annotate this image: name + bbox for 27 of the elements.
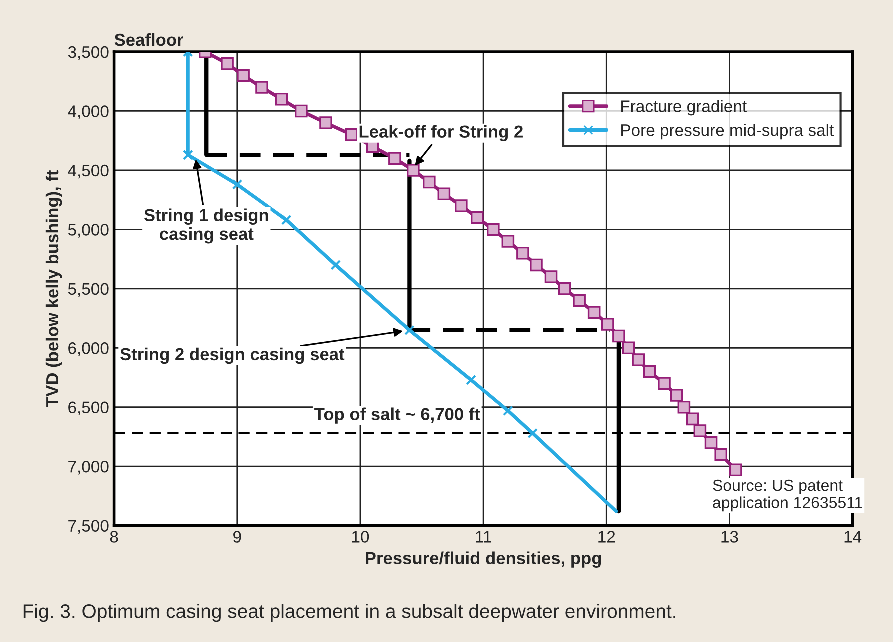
text: Seafloor — [114, 33, 184, 46]
y-axis-title: TVD (below kelly bushing), ft — [46, 170, 62, 408]
y-tick-label: 4,500 — [68, 164, 109, 179]
annotation: String 1 design casing seat — [144, 208, 268, 244]
x-tick-label: 10 — [352, 531, 370, 543]
x-axis-title: Pressure/fluid densities, ppg — [366, 552, 602, 568]
ref-line-label: Top of salt ~ 6,700 ft — [314, 408, 480, 424]
x-tick-label: 8 — [110, 531, 118, 543]
y-tick-label: 5,500 — [68, 283, 109, 298]
annotation: String 2 design casing seat — [120, 348, 345, 364]
x-tick-label: 13 — [722, 531, 738, 543]
x-tick-label: 11 — [476, 531, 492, 543]
text: Fig. 3. Optimum casing seat placement in a subsalt deepwater environment. — [24, 604, 676, 622]
y-tick-label: 7,500 — [68, 520, 109, 534]
y-tick-label: 3,500 — [68, 46, 109, 60]
x-tick-label: 14 — [844, 531, 862, 543]
y-tick-label: 5,000 — [68, 224, 109, 238]
x-tick-label: 9 — [234, 531, 242, 543]
annotation: Leak-off for String 2 — [360, 125, 523, 142]
legend-label: Fracture gradient — [622, 100, 747, 116]
y-tick-label: 4,000 — [68, 106, 109, 120]
annotation: Source: US patent application 12635511 — [713, 480, 862, 512]
y-tick-label: 6,500 — [68, 402, 109, 416]
legend-label: Pore pressure mid-supra salt — [622, 124, 834, 140]
y-tick-label: 6,000 — [68, 342, 109, 356]
x-tick-label: 12 — [598, 531, 616, 543]
y-tick-label: 7,000 — [68, 460, 109, 475]
